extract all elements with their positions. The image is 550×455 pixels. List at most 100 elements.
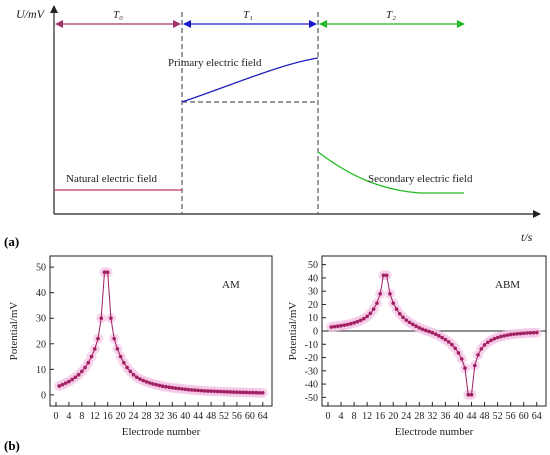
data-point <box>228 390 233 394</box>
panel-b: (b) AM Electrode number Potential/mV 0 10… <box>4 255 547 453</box>
natural-field-annotation: Natural electric field <box>66 173 158 185</box>
x-tick-label: 4 <box>66 411 71 422</box>
data-point <box>225 390 230 394</box>
data-point <box>92 347 97 351</box>
x-tick-label: 48 <box>480 411 490 422</box>
x-tick-label: 20 <box>388 411 398 422</box>
data-point <box>342 323 347 327</box>
data-point <box>251 390 255 395</box>
x-tick-label: 36 <box>440 411 450 422</box>
period-t1-label: T₁ <box>243 9 253 21</box>
data-point <box>176 386 181 391</box>
data-point <box>528 331 533 335</box>
data-point <box>486 340 490 345</box>
data-point <box>397 311 402 316</box>
data-point <box>433 332 438 336</box>
data-point <box>118 354 123 359</box>
data-point <box>362 316 366 321</box>
data-point <box>99 316 104 321</box>
period-t2-label: T₂ <box>386 9 396 21</box>
data-point <box>63 381 68 385</box>
data-point <box>128 369 133 374</box>
data-point <box>196 388 200 393</box>
x-tick-label: 44 <box>467 411 477 422</box>
x-tick-label: 16 <box>103 411 113 422</box>
data-point <box>531 330 536 335</box>
y-tick-label: 0 <box>41 390 46 401</box>
data-point <box>212 389 217 394</box>
data-point <box>105 270 110 275</box>
x-tick-label: 24 <box>129 411 139 422</box>
panel-b-label: (b) <box>4 438 20 453</box>
x-tick-label: 36 <box>167 411 177 422</box>
x-tick-label: 64 <box>532 411 542 422</box>
data-point <box>430 330 435 335</box>
y-tick-label: -20 <box>305 353 318 364</box>
data-point <box>365 314 369 319</box>
data-point <box>391 301 396 305</box>
data-point <box>492 336 497 341</box>
data-point <box>102 270 107 275</box>
data-point <box>170 385 175 390</box>
x-tick-label: 52 <box>219 411 229 422</box>
data-point <box>215 389 220 394</box>
data-point <box>378 292 382 296</box>
data-point <box>141 378 146 383</box>
data-point <box>73 375 78 380</box>
data-point <box>206 389 210 393</box>
data-point <box>384 273 389 278</box>
data-point <box>157 383 162 388</box>
data-point <box>515 331 519 336</box>
data-point <box>248 390 252 395</box>
y-tick-label: 50 <box>36 263 46 274</box>
data-point <box>375 301 379 305</box>
data-point <box>446 340 451 344</box>
data-point <box>160 384 165 389</box>
data-point <box>469 392 474 397</box>
x-tick-label: 16 <box>375 411 385 422</box>
data-point <box>394 307 399 311</box>
data-point <box>339 323 343 328</box>
y-tick-label: -50 <box>305 393 318 404</box>
data-point <box>512 332 516 336</box>
data-point <box>335 324 340 329</box>
data-point <box>411 322 415 327</box>
data-point <box>427 329 431 334</box>
data-point <box>349 321 353 326</box>
secondary-field-annotation: Secondary electric field <box>368 173 473 185</box>
chart-abm-series <box>322 270 546 400</box>
data-point <box>60 382 65 387</box>
chart-am-y-ticks: 0 10 20 30 40 50 <box>36 263 54 401</box>
x-tick-label: 20 <box>116 411 126 422</box>
panel-a-label: (a) <box>4 234 19 249</box>
data-point <box>414 324 418 329</box>
panel-a-y-axis-label: U/mV <box>16 7 46 21</box>
data-point <box>371 307 376 311</box>
data-point <box>189 388 194 392</box>
data-point <box>534 330 539 335</box>
chart-am: AM Electrode number Potential/mV 0 10 20 30… <box>8 255 273 438</box>
x-tick-label: 40 <box>180 411 190 422</box>
data-point <box>472 363 477 368</box>
y-tick-label: 20 <box>308 300 318 311</box>
data-point <box>352 320 356 325</box>
data-point <box>167 385 171 390</box>
data-point <box>238 390 242 395</box>
data-point <box>345 322 350 327</box>
data-point <box>518 331 523 336</box>
data-point <box>521 331 526 336</box>
x-tick-label: 52 <box>493 411 503 422</box>
data-point <box>70 377 74 382</box>
secondary-field-curve <box>317 151 464 194</box>
panel-a-x-axis-label: t/s <box>521 230 533 244</box>
y-tick-label: 30 <box>308 287 318 298</box>
data-point <box>489 338 493 343</box>
data-point <box>329 325 334 329</box>
data-point <box>358 318 363 323</box>
data-point <box>183 387 188 392</box>
data-point <box>80 369 84 374</box>
data-point <box>222 389 226 394</box>
data-point <box>244 390 249 395</box>
x-tick-label: 0 <box>54 411 59 422</box>
data-point <box>164 384 168 389</box>
